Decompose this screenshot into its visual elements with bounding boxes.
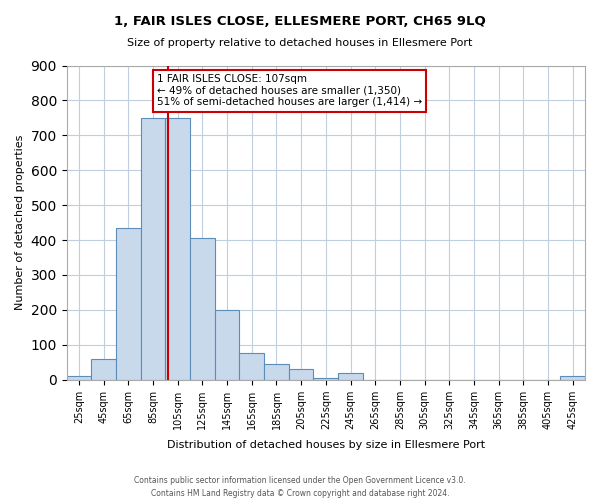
Text: Contains HM Land Registry data © Crown copyright and database right 2024.: Contains HM Land Registry data © Crown c… [151, 488, 449, 498]
Bar [67, 376, 91, 380]
Y-axis label: Number of detached properties: Number of detached properties [15, 135, 25, 310]
Text: 1 FAIR ISLES CLOSE: 107sqm
← 49% of detached houses are smaller (1,350)
51% of s: 1 FAIR ISLES CLOSE: 107sqm ← 49% of deta… [157, 74, 422, 108]
Bar [215, 310, 239, 380]
Bar [166, 118, 190, 380]
Text: Contains public sector information licensed under the Open Government Licence v3: Contains public sector information licen… [134, 476, 466, 485]
Bar [141, 118, 166, 380]
X-axis label: Distribution of detached houses by size in Ellesmere Port: Distribution of detached houses by size … [167, 440, 485, 450]
Text: Size of property relative to detached houses in Ellesmere Port: Size of property relative to detached ho… [127, 38, 473, 48]
Bar [190, 238, 215, 380]
Bar [239, 354, 264, 380]
Text: 1, FAIR ISLES CLOSE, ELLESMERE PORT, CH65 9LQ: 1, FAIR ISLES CLOSE, ELLESMERE PORT, CH6… [114, 15, 486, 28]
Bar [289, 369, 313, 380]
Bar [560, 376, 585, 380]
Bar [313, 378, 338, 380]
Bar [91, 358, 116, 380]
Bar [116, 228, 141, 380]
Bar [338, 372, 363, 380]
Bar [264, 364, 289, 380]
